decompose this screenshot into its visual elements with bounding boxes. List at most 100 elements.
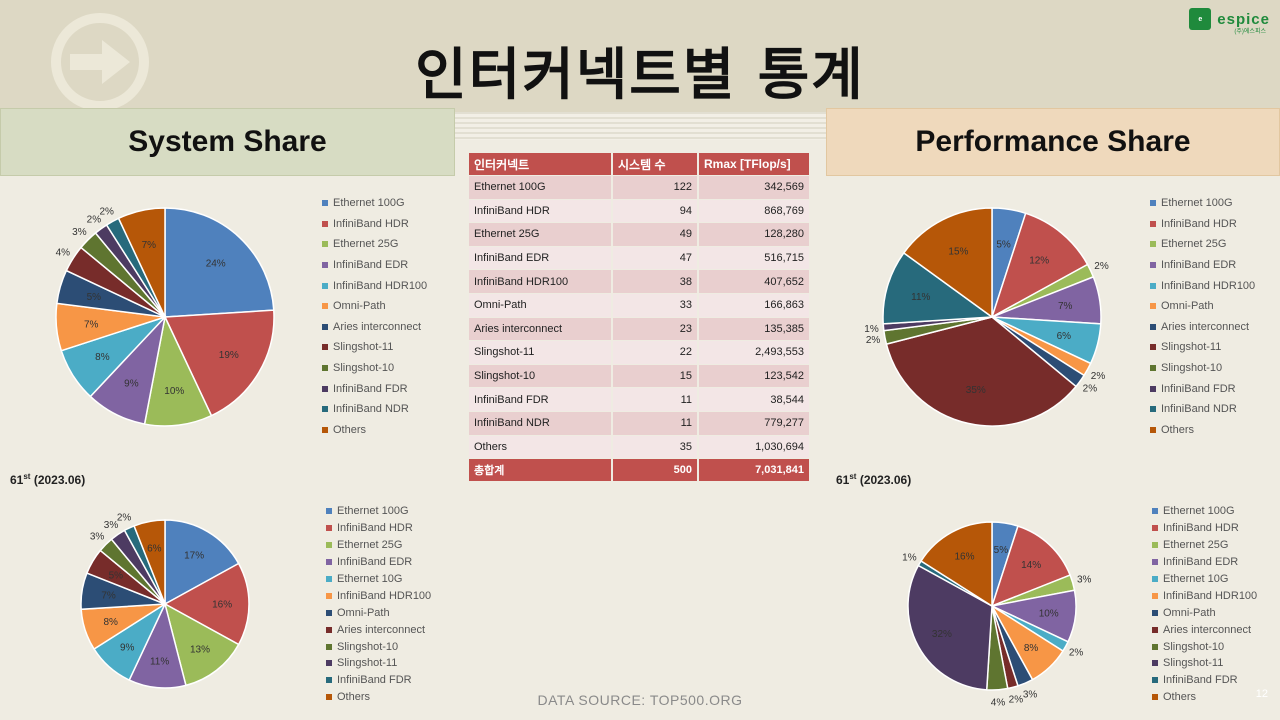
cell-rmax: 407,652 bbox=[699, 270, 811, 293]
data-label: 2% bbox=[87, 215, 102, 226]
legend-item: InfiniBand HDR bbox=[322, 214, 427, 235]
legend-label: Omni-Path bbox=[333, 300, 386, 313]
legend-swatch bbox=[322, 220, 328, 227]
legend-item: Omni-Path bbox=[1152, 604, 1257, 621]
legend-swatch bbox=[326, 643, 332, 650]
data-label: 2% bbox=[1094, 261, 1109, 272]
performance-share-heading: Performance Share bbox=[826, 108, 1280, 176]
data-label: 5% bbox=[109, 570, 124, 581]
cell-rmax: 128,280 bbox=[699, 223, 811, 246]
table-header-row: 인터커넥트 시스템 수 Rmax [TFlop/s] bbox=[469, 153, 811, 175]
data-label: 16% bbox=[212, 600, 232, 611]
legend-swatch bbox=[326, 542, 332, 549]
pie-slice bbox=[885, 316, 1078, 427]
legend-label: Ethernet 100G bbox=[1163, 505, 1235, 518]
pie-slice bbox=[164, 207, 275, 318]
interconnect-stats-table: 인터커넥트 시스템 수 Rmax [TFlop/s] Ethernet 100G… bbox=[469, 152, 811, 482]
legend-label: Ethernet 25G bbox=[1161, 238, 1227, 251]
total-rmax: 7,031,841 bbox=[699, 459, 811, 482]
legend-item: Others bbox=[1150, 420, 1255, 441]
legend-swatch bbox=[1152, 694, 1158, 701]
data-label: 9% bbox=[124, 379, 139, 390]
legend-label: Others bbox=[1161, 423, 1195, 436]
data-label: 9% bbox=[120, 642, 135, 653]
legend-label: InfiniBand HDR bbox=[1163, 522, 1239, 535]
data-source: DATA SOURCE: TOP500.ORG bbox=[537, 692, 743, 708]
legend-label: Aries interconnect bbox=[337, 623, 426, 636]
system-share-legend: Ethernet 100G InfiniBand HDR Ethernet 25G I… bbox=[322, 193, 427, 440]
legend-swatch bbox=[1150, 344, 1156, 351]
cell-interconnect: Ethernet 25G bbox=[469, 223, 613, 246]
cell-rmax: 1,030,694 bbox=[699, 435, 811, 459]
page-title: 인터커넥트별 통계 bbox=[415, 43, 865, 108]
data-label: 7% bbox=[101, 591, 116, 602]
period-tag-left: 61st (2023.06) bbox=[10, 472, 86, 487]
col-systems: 시스템 수 bbox=[613, 153, 699, 175]
col-interconnect: 인터커넥트 bbox=[469, 153, 613, 175]
cell-systems: 15 bbox=[613, 364, 699, 388]
legend-label: Slingshot-11 bbox=[1163, 657, 1224, 670]
legend-swatch bbox=[1152, 643, 1158, 650]
legend-label: Aries interconnect bbox=[1161, 320, 1250, 333]
legend-item: Slingshot-10 bbox=[1150, 358, 1255, 379]
table-row: InfiniBand HDR100 38 407,652 bbox=[469, 270, 811, 293]
legend-swatch bbox=[1150, 262, 1156, 269]
legend-item: InfiniBand HDR bbox=[326, 520, 431, 537]
page-number: 12 bbox=[1255, 688, 1268, 700]
legend-item: Slingshot-11 bbox=[1152, 655, 1257, 672]
legend-swatch bbox=[326, 677, 332, 684]
legend-item: InfiniBand FDR bbox=[1152, 672, 1257, 689]
legend-swatch bbox=[322, 303, 328, 310]
data-label: 11% bbox=[150, 656, 169, 667]
table-row: Aries interconnect 23 135,385 bbox=[469, 317, 811, 341]
cell-rmax: 2,493,553 bbox=[699, 341, 811, 364]
performance-share-2023-legend: Ethernet 100G InfiniBand HDR Ethernet 25G I… bbox=[1152, 503, 1257, 706]
brand-logo: e espice bbox=[1189, 8, 1270, 30]
legend-item: Ethernet 25G bbox=[1150, 234, 1255, 255]
legend-item: Ethernet 10G bbox=[1152, 571, 1257, 588]
legend-swatch bbox=[1152, 559, 1158, 566]
legend-swatch bbox=[322, 262, 328, 269]
data-label: 1% bbox=[864, 324, 879, 335]
table-row: Omni-Path 33 166,863 bbox=[469, 293, 811, 317]
table-row: Ethernet 25G 49 128,280 bbox=[469, 223, 811, 246]
data-label: 3% bbox=[104, 520, 119, 531]
brand-mark-icon: e bbox=[1189, 8, 1212, 30]
legend-label: Slingshot-10 bbox=[1161, 362, 1223, 375]
legend-item: Others bbox=[326, 689, 431, 706]
legend-item: Slingshot-11 bbox=[322, 337, 427, 358]
legend-swatch bbox=[1152, 626, 1158, 633]
legend-swatch bbox=[322, 365, 328, 372]
legend-label: Ethernet 25G bbox=[1163, 539, 1229, 552]
data-label: 35% bbox=[966, 385, 986, 396]
legend-label: Aries interconnect bbox=[1163, 623, 1252, 636]
legend-item: InfiniBand EDR bbox=[1152, 554, 1257, 571]
legend-swatch bbox=[326, 525, 332, 532]
legend-item: Slingshot-10 bbox=[326, 638, 431, 655]
legend-item: InfiniBand HDR bbox=[1152, 520, 1257, 537]
legend-swatch bbox=[1150, 220, 1156, 227]
pie-slice bbox=[920, 521, 993, 608]
legend-item: Slingshot-10 bbox=[1152, 638, 1257, 655]
legend-swatch bbox=[326, 559, 332, 566]
cell-rmax: 123,542 bbox=[699, 364, 811, 388]
legend-item: Ethernet 10G bbox=[326, 571, 431, 588]
cell-systems: 22 bbox=[613, 341, 699, 364]
legend-item: Ethernet 100G bbox=[1152, 503, 1257, 520]
pie-slice bbox=[882, 251, 995, 325]
legend-item: InfiniBand EDR bbox=[1150, 255, 1255, 276]
cell-interconnect: InfiniBand HDR bbox=[469, 199, 613, 223]
data-label: 3% bbox=[1077, 575, 1092, 586]
cell-interconnect: Others bbox=[469, 435, 613, 459]
data-label: 6% bbox=[1057, 331, 1072, 342]
legend-label: InfiniBand FDR bbox=[333, 382, 408, 395]
legend-label: Aries interconnect bbox=[333, 320, 422, 333]
pie-slice bbox=[117, 207, 166, 318]
legend-label: Ethernet 100G bbox=[1161, 197, 1233, 210]
cell-rmax: 342,569 bbox=[699, 176, 811, 199]
col-rmax: Rmax [TFlop/s] bbox=[699, 153, 811, 175]
legend-item: Others bbox=[1152, 689, 1257, 706]
pie-slice bbox=[902, 207, 993, 319]
data-label: 15% bbox=[948, 247, 968, 258]
legend-swatch bbox=[1152, 609, 1158, 616]
